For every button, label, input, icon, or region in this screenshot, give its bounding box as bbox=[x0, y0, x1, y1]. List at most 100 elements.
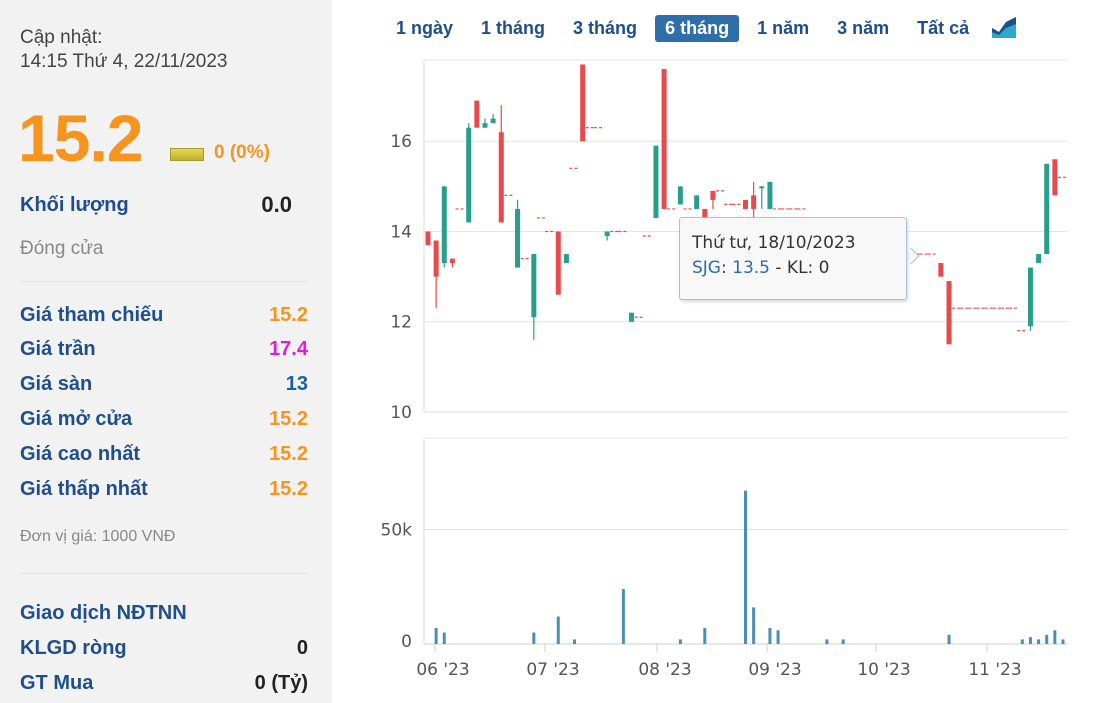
tab-1-day[interactable]: 1 ngày bbox=[396, 17, 454, 38]
price-tick-label: 14 bbox=[390, 222, 412, 242]
candle-up bbox=[694, 195, 700, 209]
current-price: 15.2 bbox=[18, 101, 143, 175]
candle-down bbox=[580, 64, 586, 142]
volume-bar bbox=[825, 639, 829, 644]
divider bbox=[20, 281, 308, 282]
stat-row-reference: Giá tham chiếu 15.2 bbox=[20, 300, 308, 330]
volume-bar bbox=[573, 639, 577, 644]
tab-1-month[interactable]: 1 tháng bbox=[481, 17, 546, 38]
stat-value: 15.2 bbox=[269, 442, 308, 465]
close-label: Đóng cửa bbox=[20, 238, 104, 259]
stat-label: Giá tham chiếu bbox=[20, 303, 164, 326]
volume-tick-label: 50k bbox=[381, 521, 413, 541]
stock-info-panel: Cập nhật: 14:15 Thứ 4, 22/11/2023 15.2 0… bbox=[0, 0, 332, 703]
foreign-net-volume-row: KLGD ròng 0 bbox=[20, 633, 308, 663]
candle-up bbox=[1027, 267, 1033, 327]
candle-down bbox=[946, 281, 952, 345]
volume-bar bbox=[1053, 630, 1057, 644]
candle-down bbox=[938, 263, 944, 277]
volume-bar bbox=[678, 639, 682, 644]
candle-up bbox=[604, 231, 610, 236]
area-chart-icon[interactable] bbox=[991, 16, 1017, 40]
volume-bar bbox=[752, 607, 756, 644]
foreign-buy-value-row: GT Mua 0 (Tỷ) bbox=[20, 668, 308, 698]
volume-bar bbox=[1061, 639, 1065, 644]
volume-bar bbox=[703, 627, 707, 644]
stat-label: Giá sàn bbox=[20, 372, 93, 395]
time-tick-label: 10 '23 bbox=[857, 660, 910, 680]
update-label: Cập nhật: bbox=[20, 27, 103, 48]
tooltip-values: SJG: 13.5 - KL: 0 bbox=[692, 256, 894, 281]
candle-down bbox=[1052, 159, 1058, 196]
volume-bar bbox=[776, 630, 780, 644]
volume-axis: 0 50k bbox=[381, 521, 413, 652]
stat-value: 13 bbox=[285, 372, 308, 395]
candle-up bbox=[1036, 254, 1042, 264]
stat-row-ceiling: Giá trần 17.4 bbox=[20, 334, 308, 364]
volume-bar bbox=[1020, 639, 1024, 644]
foreign-value: 0 (Tỷ) bbox=[254, 671, 308, 694]
unchanged-indicator-icon bbox=[170, 148, 204, 161]
candle-down bbox=[751, 195, 757, 209]
price-change: 0 (0%) bbox=[214, 142, 270, 163]
candle-up bbox=[563, 254, 569, 264]
foreign-label: KLGD ròng bbox=[20, 636, 127, 659]
volume-series bbox=[434, 490, 1065, 644]
tooltip-date: Thứ tư, 18/10/2023 bbox=[692, 233, 856, 253]
time-tick-label: 06 '23 bbox=[416, 660, 469, 680]
volume-bar bbox=[768, 627, 772, 644]
time-axis: 06 '23 07 '23 08 '23 09 '23 10 '23 11 '23 bbox=[416, 644, 1022, 680]
candle-up bbox=[466, 127, 472, 223]
foreign-label: Giao dịch NĐTNN bbox=[20, 601, 187, 624]
tooltip-separator: : bbox=[720, 258, 733, 278]
volume-row: Khối lượng 0.0 bbox=[20, 190, 308, 220]
tab-all[interactable]: Tất cả bbox=[917, 17, 970, 38]
candlestick-series bbox=[425, 64, 1068, 345]
candle-up bbox=[1044, 163, 1050, 255]
stat-row-floor: Giá sàn 13 bbox=[20, 369, 308, 399]
stat-value: 17.4 bbox=[269, 337, 308, 360]
candle-down bbox=[433, 240, 439, 277]
candle-down bbox=[555, 231, 561, 295]
update-time: 14:15 Thứ 4, 22/11/2023 bbox=[20, 51, 228, 72]
volume-bar bbox=[434, 627, 438, 644]
stat-label: Giá trần bbox=[20, 337, 96, 360]
stat-label: Giá cao nhất bbox=[20, 442, 141, 465]
volume-label: Khối lượng bbox=[20, 193, 129, 216]
volume-bar bbox=[841, 639, 845, 644]
tab-1-year[interactable]: 1 năm bbox=[757, 17, 810, 38]
candle-up bbox=[677, 186, 683, 205]
candle-down bbox=[710, 190, 716, 200]
candle-up bbox=[441, 186, 447, 264]
price-tick-label: 10 bbox=[390, 403, 412, 423]
price-unit-note: Đơn vị giá: 1000 VNĐ bbox=[20, 528, 176, 545]
candle-up bbox=[515, 208, 521, 268]
candle-down bbox=[661, 69, 667, 209]
stat-label: Giá mở cửa bbox=[20, 407, 133, 430]
volume-bar bbox=[947, 634, 951, 644]
volume-bar bbox=[744, 490, 747, 644]
time-tick-label: 11 '23 bbox=[968, 660, 1021, 680]
volume-bar bbox=[532, 632, 536, 644]
volume-value: 0.0 bbox=[261, 192, 292, 217]
volume-bar bbox=[621, 589, 625, 644]
candle-down bbox=[474, 100, 480, 128]
candle-up bbox=[759, 186, 765, 189]
time-tick-label: 09 '23 bbox=[748, 660, 801, 680]
candle-up bbox=[653, 145, 659, 218]
divider bbox=[20, 573, 308, 574]
stat-row-high: Giá cao nhất 15.2 bbox=[20, 439, 308, 469]
candle-down bbox=[743, 199, 748, 209]
volume-tick-label: 0 bbox=[401, 632, 412, 652]
tab-3-years[interactable]: 3 năm bbox=[837, 17, 890, 38]
foreign-trading-header: Giao dịch NĐTNN bbox=[20, 598, 308, 628]
candle-down bbox=[498, 132, 504, 223]
volume-bar bbox=[1045, 634, 1049, 644]
candle-up bbox=[531, 254, 537, 318]
candle-up bbox=[490, 118, 496, 124]
tab-3-months[interactable]: 3 tháng bbox=[573, 17, 638, 38]
price-tick-label: 12 bbox=[390, 313, 412, 333]
foreign-label: GT Mua bbox=[20, 671, 94, 694]
tab-6-months[interactable]: 6 tháng bbox=[655, 14, 740, 42]
